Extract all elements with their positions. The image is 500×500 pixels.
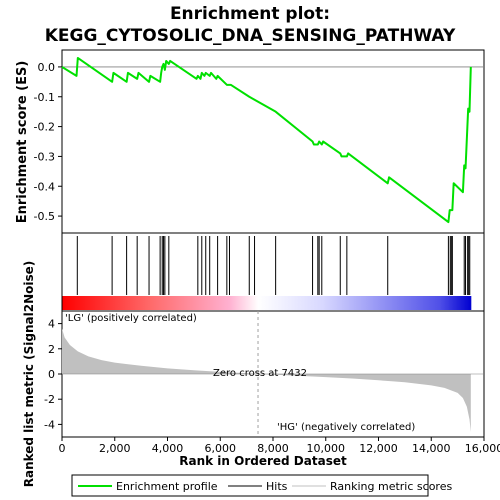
metric-y-tick-label: 0: [48, 368, 55, 381]
x-tick-label: 10,000: [307, 442, 346, 455]
metric-y-axis-label: Ranked list metric (Signal2Noise): [22, 261, 36, 488]
hits-bars: [76, 236, 471, 295]
es-y-axis: 0.0 -0.1 -0.2 -0.3 -0.4 -0.5: [34, 61, 62, 223]
x-tick-label: 4,000: [152, 442, 184, 455]
metric-y-tick-label: -2: [44, 393, 55, 406]
legend-hits-label: Hits: [266, 480, 288, 493]
x-tick-label: 2,000: [99, 442, 131, 455]
enrichment-profile-line: [61, 56, 472, 224]
es-y-tick-label: -0.5: [34, 210, 55, 223]
metric-y-tick-label: 2: [48, 343, 55, 356]
rank-x-axis: 0 2,000 4,000 6,000 8,000 10,000 12,000 14,000 1…: [59, 437, 500, 455]
metric-y-axis: 4 2 0 -2 -4: [44, 318, 484, 431]
legend: Enrichment profile Hits Ranking metric s…: [71, 474, 452, 497]
es-y-tick-label: -0.3: [34, 150, 55, 163]
es-y-tick-label: -0.2: [34, 121, 55, 134]
x-tick-label: 14,000: [412, 442, 451, 455]
legend-profile-label: Enrichment profile: [116, 480, 218, 493]
ranking-metric-area: [62, 328, 471, 432]
es-y-tick-label: 0.0: [38, 61, 56, 74]
chart-title-line1: Enrichment plot:: [170, 4, 330, 24]
legend-ranking-label: Ranking metric scores: [330, 480, 452, 493]
es-y-axis-label: Enrichment score (ES): [15, 61, 30, 224]
x-tick-label: 8,000: [257, 442, 289, 455]
x-tick-label: 6,000: [205, 442, 237, 455]
metric-y-tick-label: 4: [48, 318, 55, 331]
hg-annotation: 'HG' (negatively correlated): [277, 422, 415, 433]
es-y-tick-label: -0.1: [34, 91, 55, 104]
x-axis-label: Rank in Ordered Dataset: [179, 454, 347, 468]
heat-bar-fill: [62, 296, 472, 310]
lg-annotation: 'LG' (positively correlated): [65, 313, 197, 324]
x-tick-label: 16,000: [465, 442, 500, 455]
x-tick-label: 0: [59, 442, 66, 455]
metric-y-tick-label: -4: [44, 418, 55, 431]
x-tick-label: 12,000: [359, 442, 398, 455]
rank-heat-bar: [62, 296, 472, 310]
chart-title-line2: KEGG_CYTOSOLIC_DNA_SENSING_PATHWAY: [45, 26, 456, 46]
zero-cross-annotation: Zero cross at 7432: [213, 368, 307, 379]
es-y-tick-label: -0.4: [34, 180, 55, 193]
